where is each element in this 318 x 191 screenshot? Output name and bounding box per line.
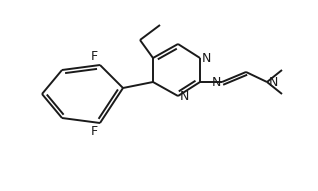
Text: F: F — [91, 125, 98, 138]
Text: N: N — [269, 75, 278, 88]
Text: N: N — [180, 90, 190, 103]
Text: N: N — [211, 75, 221, 88]
Text: N: N — [202, 52, 211, 65]
Text: F: F — [91, 50, 98, 63]
